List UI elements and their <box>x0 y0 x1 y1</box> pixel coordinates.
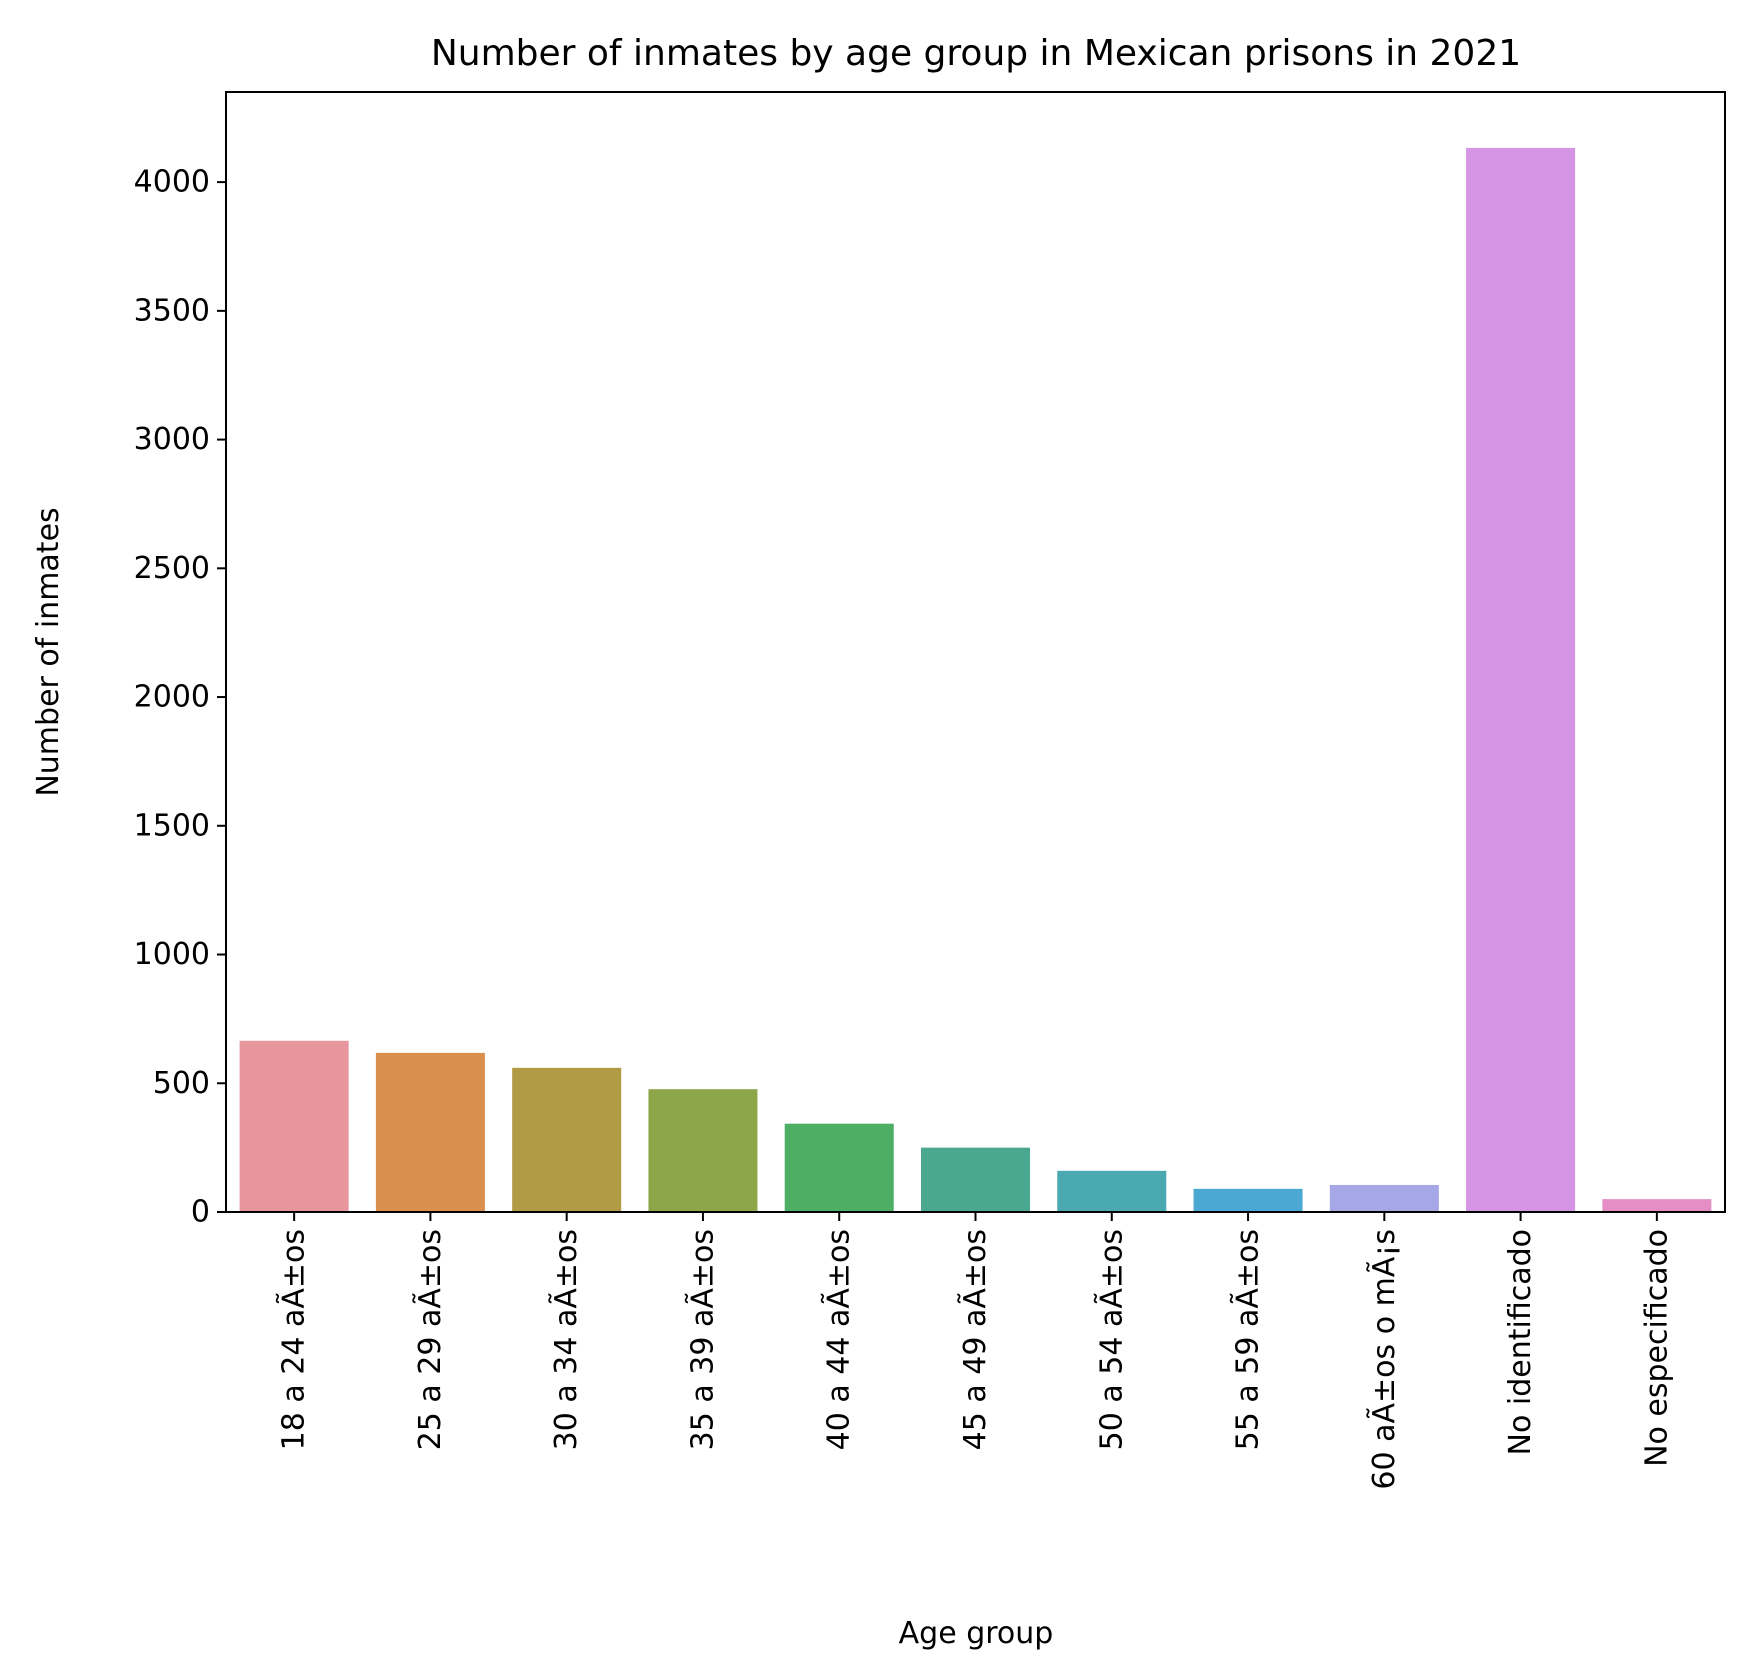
x-tick-label: 18 a 24 aÃ±os <box>276 1229 312 1450</box>
y-tick-label: 1000 <box>134 937 210 972</box>
bar-30-a-34-a-os <box>512 1067 622 1212</box>
x-tick-label: 40 a 44 aÃ±os <box>821 1229 857 1450</box>
x-tick-label: 60 aÃ±os o mÃ¡s <box>1366 1229 1402 1490</box>
y-tick-label: 3500 <box>134 293 210 328</box>
x-tick-label: No identificado <box>1503 1229 1538 1455</box>
bar-40-a-44-a-os <box>784 1123 894 1212</box>
chart-title: Number of inmates by age group in Mexica… <box>431 33 1521 74</box>
y-tick-label: 2000 <box>134 680 210 715</box>
bar-25-a-29-a-os <box>375 1052 485 1212</box>
plot-frame <box>225 91 1726 1213</box>
y-tick-label: 2500 <box>134 551 210 586</box>
x-axis-label: Age group <box>899 1616 1054 1651</box>
y-tick-label: 500 <box>153 1066 210 1101</box>
y-tick-label: 4000 <box>134 165 210 200</box>
bar-45-a-49-a-os <box>920 1147 1031 1212</box>
bar-50-a-54-a-os <box>1057 1170 1167 1212</box>
x-tick-label: 45 a 49 aÃ±os <box>957 1229 993 1450</box>
x-tick-label: 55 a 59 aÃ±os <box>1230 1229 1266 1450</box>
x-axis-ticks: 18 a 24 aÃ±os 25 a 29 aÃ±os 30 a 34 aÃ±os 3… <box>276 1212 1674 1490</box>
x-tick-label: 30 a 34 aÃ±os <box>548 1229 584 1450</box>
x-tick-label: 35 a 39 aÃ±os <box>684 1229 720 1450</box>
bar-60-a-os-o-m-s <box>1329 1184 1439 1212</box>
y-tick-label: 0 <box>191 1195 210 1230</box>
x-tick-label: 50 a 54 aÃ±os <box>1093 1229 1129 1450</box>
bar-18-a-24-a-os <box>239 1040 349 1212</box>
y-axis-label: Number of inmates <box>31 507 66 796</box>
x-tick-label: 25 a 29 aÃ±os <box>412 1229 448 1450</box>
y-axis-ticks: 0 500 1000 1500 2000 2500 3000 3500 4000 <box>134 165 226 1230</box>
x-tick-label: No especificado <box>1639 1229 1674 1467</box>
y-tick-label: 1500 <box>134 808 210 843</box>
bar-no-especificado <box>1602 1199 1712 1212</box>
bars-group <box>239 147 1712 1213</box>
bar-35-a-39-a-os <box>648 1089 758 1212</box>
bar-no-identificado <box>1466 147 1576 1213</box>
y-tick-label: 3000 <box>134 422 210 457</box>
bar-55-a-59-a-os <box>1193 1188 1303 1212</box>
